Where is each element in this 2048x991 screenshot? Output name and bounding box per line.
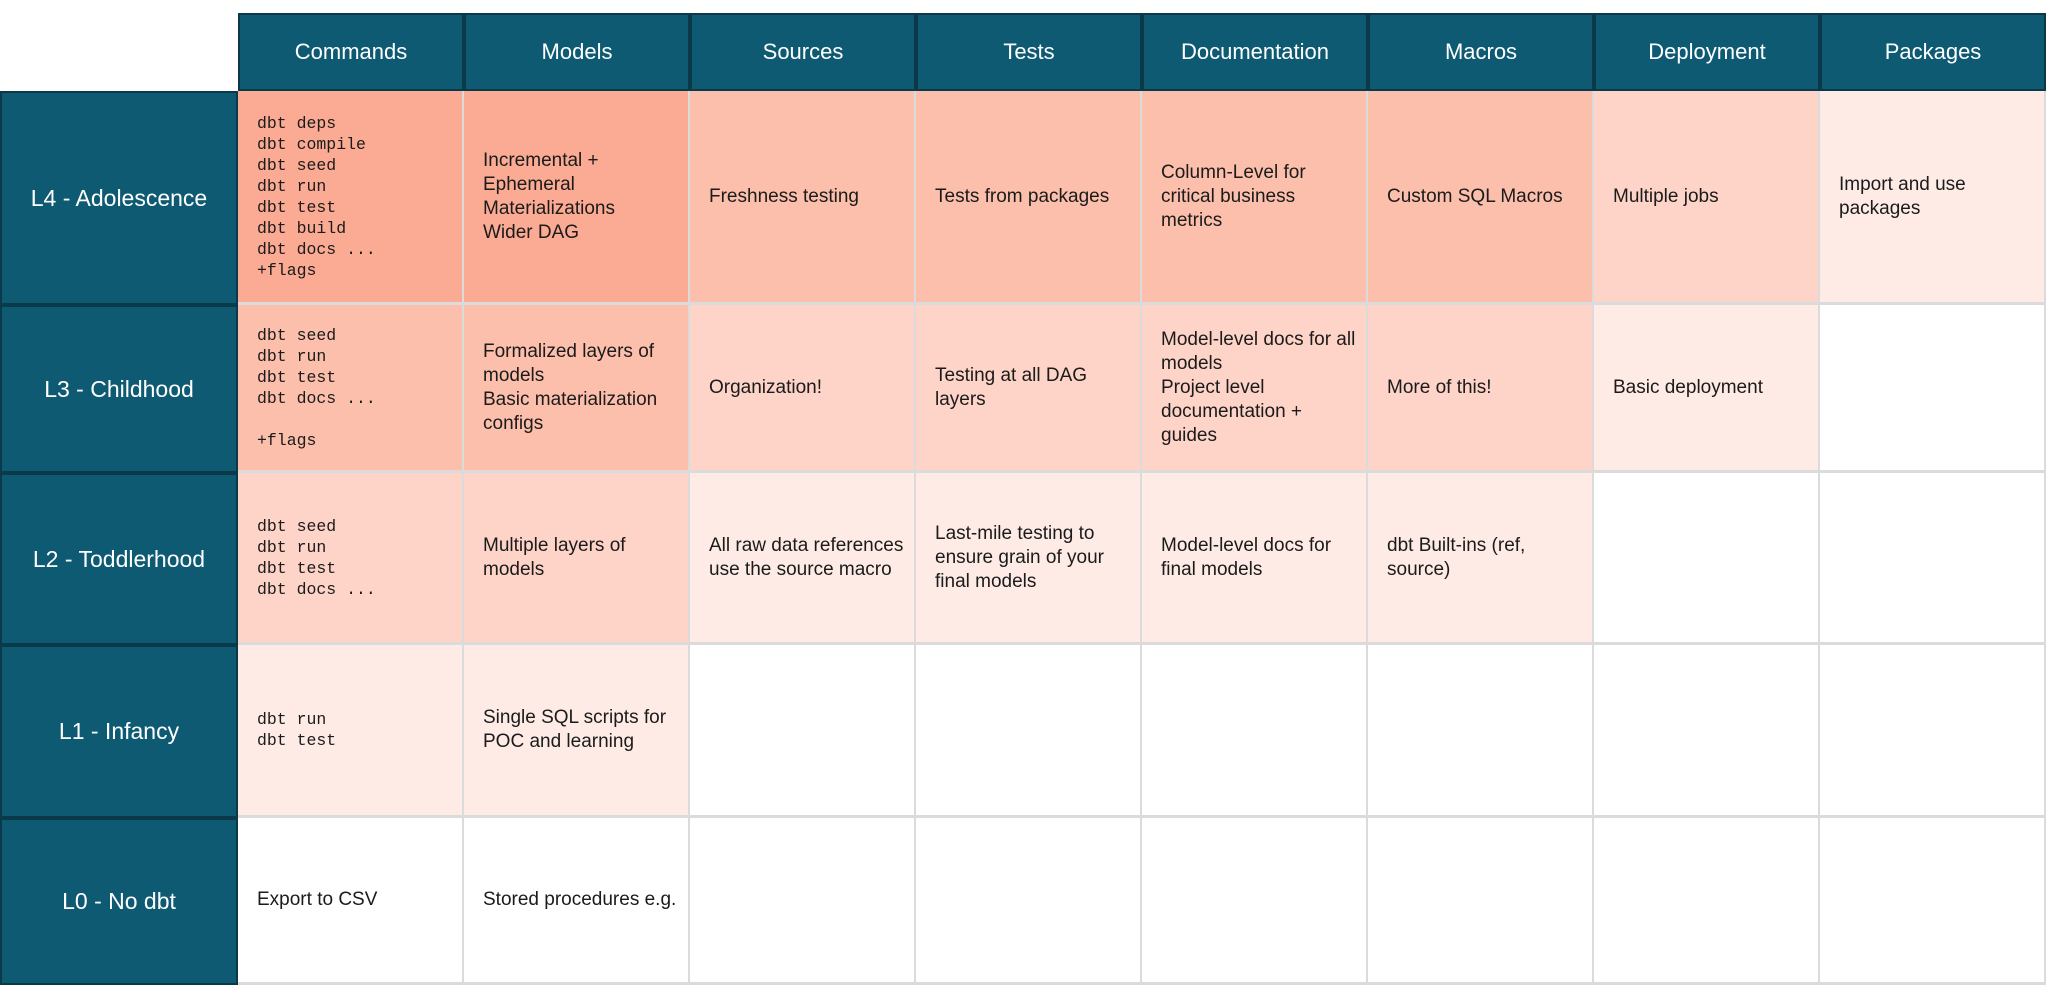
cell-l3-commands: dbt seed dbt run dbt test dbt docs ... +… — [238, 305, 464, 473]
cell-l4-documentation-text: Column-Level for critical business metri… — [1161, 161, 1306, 231]
cell-l3-tests: Testing at all DAG layers — [916, 305, 1142, 473]
column-header-macros: Macros — [1368, 13, 1594, 91]
cell-l0-tests — [916, 818, 1142, 985]
cell-l4-packages: Import and use packages — [1820, 91, 2046, 305]
row-label-l1: L1 - Infancy — [0, 645, 238, 818]
cell-l4-macros-text: Custom SQL Macros — [1387, 185, 1563, 207]
cell-l4-macros: Custom SQL Macros — [1368, 91, 1594, 305]
cell-l0-documentation — [1142, 818, 1368, 985]
cell-l2-models-text: Multiple layers of models — [483, 534, 626, 580]
column-header-commands: Commands — [238, 13, 464, 91]
row-label-l0: L0 - No dbt — [0, 818, 238, 985]
cell-l3-documentation-text: Model-level docs for all models Project … — [1161, 328, 1356, 446]
cell-l3-packages — [1820, 305, 2046, 473]
cell-l3-macros: More of this! — [1368, 305, 1594, 473]
cell-l3-commands-text: dbt seed dbt run dbt test dbt docs ... +… — [257, 325, 376, 450]
row-label-l4: L4 - Adolescence — [0, 91, 238, 305]
cell-l3-sources-text: Organization! — [709, 376, 823, 398]
cell-l1-commands-text: dbt run dbt test — [257, 710, 337, 750]
column-header-deployment: Deployment — [1594, 13, 1820, 91]
cell-l0-models-text: Stored procedures e.g. — [483, 889, 677, 910]
cell-l3-macros-text: More of this! — [1387, 376, 1492, 398]
cell-l3-models-text: Formalized layers of models Basic materi… — [483, 340, 658, 434]
cell-l2-sources-text: All raw data references use the source m… — [709, 534, 904, 580]
cell-l4-commands: dbt deps dbt compile dbt seed dbt run db… — [238, 91, 464, 305]
cell-l2-macros: dbt Built-ins (ref, source) — [1368, 473, 1594, 645]
column-header-tests: Tests — [916, 13, 1142, 91]
cell-l2-documentation-text: Model-level docs for final models — [1161, 534, 1332, 580]
cell-l4-commands-text: dbt deps dbt compile dbt seed dbt run db… — [257, 113, 376, 280]
cell-l1-packages — [1820, 645, 2046, 818]
cell-l3-deployment: Basic deployment — [1594, 305, 1820, 473]
cell-l3-deployment-text: Basic deployment — [1613, 376, 1763, 398]
cell-l4-tests-text: Tests from packages — [935, 185, 1110, 207]
corner-cell — [0, 13, 238, 91]
cell-l0-commands-text: Export to CSV — [257, 889, 378, 910]
column-header-models: Models — [464, 13, 690, 91]
column-header-documentation: Documentation — [1142, 13, 1368, 91]
cell-l4-tests: Tests from packages — [916, 91, 1142, 305]
cell-l0-deployment — [1594, 818, 1820, 985]
cell-l4-models-text: Incremental + Ephemeral Materializations… — [483, 149, 615, 243]
cell-l4-models: Incremental + Ephemeral Materializations… — [464, 91, 690, 305]
column-header-packages: Packages — [1820, 13, 2046, 91]
maturity-table: Commands Models Sources Tests Documentation M… — [0, 13, 2046, 985]
cell-l1-deployment — [1594, 645, 1820, 818]
row-label-l3: L3 - Childhood — [0, 305, 238, 473]
cell-l2-models: Multiple layers of models — [464, 473, 690, 645]
cell-l2-commands-text: dbt seed dbt run dbt test dbt docs ... — [257, 516, 376, 599]
cell-l4-sources: Freshness testing — [690, 91, 916, 305]
cell-l2-tests: Last-mile testing to ensure grain of you… — [916, 473, 1142, 645]
cell-l4-documentation: Column-Level for critical business metri… — [1142, 91, 1368, 305]
cell-l1-sources — [690, 645, 916, 818]
cell-l2-packages — [1820, 473, 2046, 645]
cell-l4-sources-text: Freshness testing — [709, 185, 859, 207]
cell-l1-documentation — [1142, 645, 1368, 818]
cell-l2-tests-text: Last-mile testing to ensure grain of you… — [935, 522, 1104, 592]
cell-l3-tests-text: Testing at all DAG layers — [935, 364, 1088, 410]
cell-l4-deployment-text: Multiple jobs — [1613, 185, 1719, 207]
cell-l1-models-text: Single SQL scripts for POC and learning — [483, 707, 667, 752]
column-header-sources: Sources — [690, 13, 916, 91]
cell-l2-sources: All raw data references use the source m… — [690, 473, 916, 645]
cell-l3-documentation: Model-level docs for all models Project … — [1142, 305, 1368, 473]
cell-l0-macros — [1368, 818, 1594, 985]
cell-l1-macros — [1368, 645, 1594, 818]
cell-l4-packages-text: Import and use packages — [1839, 173, 1966, 219]
cell-l0-sources — [690, 818, 916, 985]
cell-l0-packages — [1820, 818, 2046, 985]
cell-l0-commands: Export to CSV — [238, 818, 464, 985]
cell-l2-macros-text: dbt Built-ins (ref, source) — [1387, 534, 1526, 580]
cell-l1-models: Single SQL scripts for POC and learning — [464, 645, 690, 818]
cell-l1-commands: dbt run dbt test — [238, 645, 464, 818]
cell-l3-models: Formalized layers of models Basic materi… — [464, 305, 690, 473]
row-label-l2: L2 - Toddlerhood — [0, 473, 238, 645]
cell-l1-tests — [916, 645, 1142, 818]
cell-l4-deployment: Multiple jobs — [1594, 91, 1820, 305]
cell-l0-models: Stored procedures e.g. — [464, 818, 690, 985]
cell-l2-commands: dbt seed dbt run dbt test dbt docs ... — [238, 473, 464, 645]
cell-l2-deployment — [1594, 473, 1820, 645]
cell-l2-documentation: Model-level docs for final models — [1142, 473, 1368, 645]
cell-l3-sources: Organization! — [690, 305, 916, 473]
